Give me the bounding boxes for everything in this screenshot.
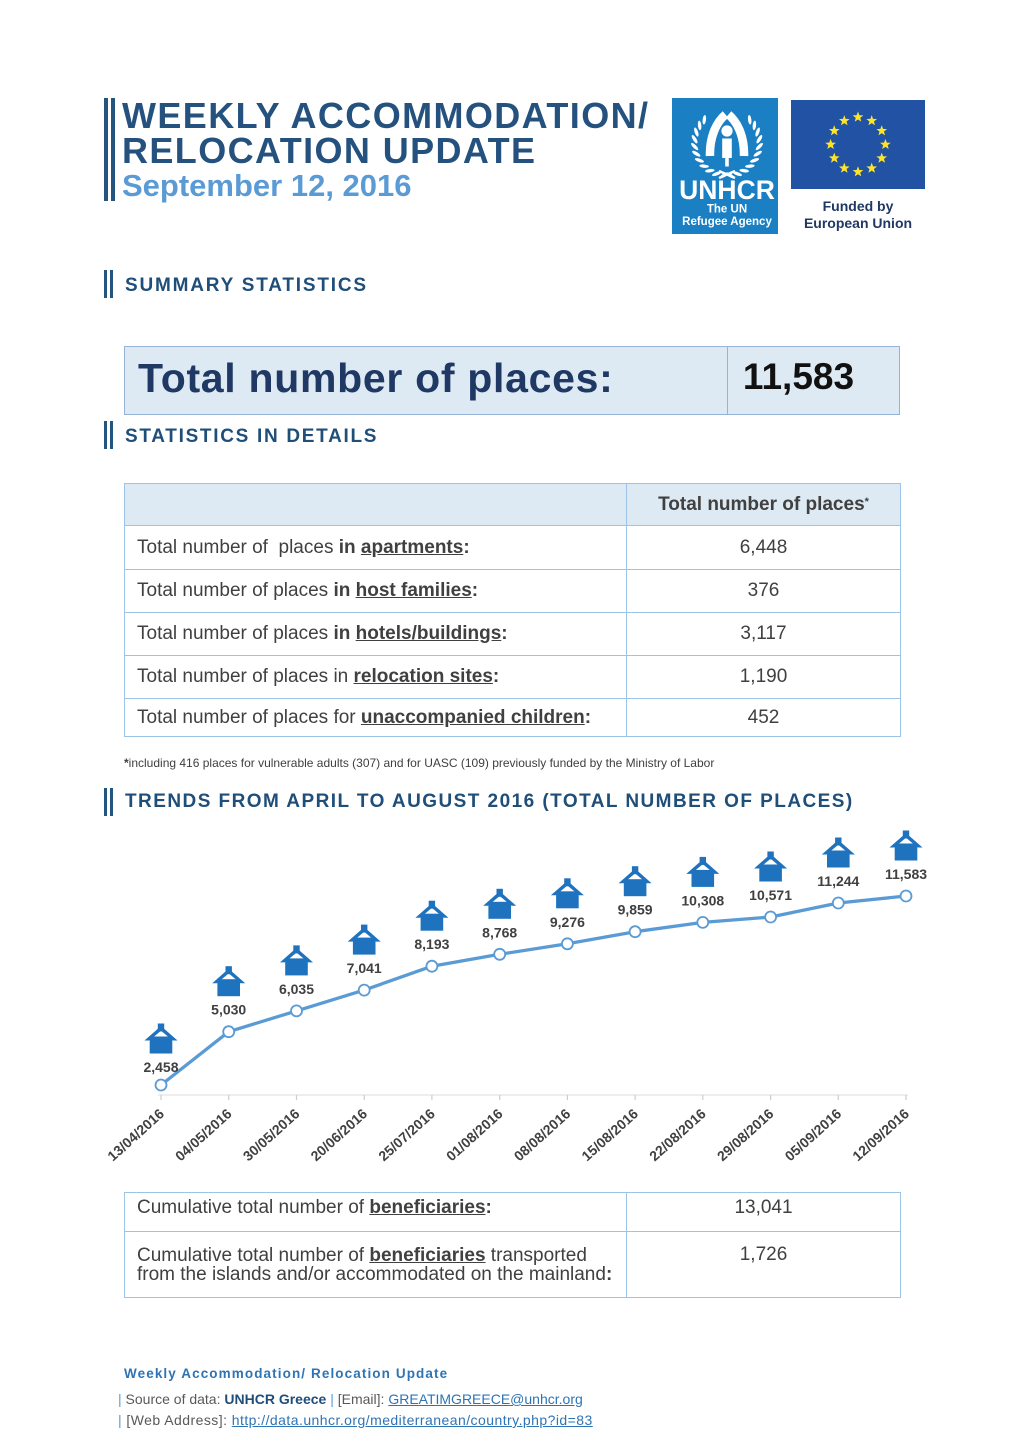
svg-text:29/08/2016: 29/08/2016	[714, 1105, 777, 1164]
svg-text:20/06/2016: 20/06/2016	[307, 1105, 370, 1164]
svg-text:10,308: 10,308	[681, 892, 724, 908]
svg-text:The UN: The UN	[707, 204, 747, 216]
svg-text:UNHCR: UNHCR	[679, 175, 775, 205]
svg-text:8,193: 8,193	[414, 936, 449, 952]
svg-text:04/05/2016: 04/05/2016	[172, 1105, 235, 1164]
svg-text:11,244: 11,244	[817, 873, 859, 889]
svg-text:30/05/2016: 30/05/2016	[240, 1105, 303, 1164]
svg-text:5,030: 5,030	[211, 1002, 246, 1018]
svg-text:2,458: 2,458	[143, 1059, 178, 1075]
svg-text:8,768: 8,768	[482, 924, 517, 940]
svg-text:Refugee Agency: Refugee Agency	[682, 216, 772, 228]
svg-text:15/08/2016: 15/08/2016	[578, 1105, 641, 1164]
svg-text:05/09/2016: 05/09/2016	[782, 1105, 845, 1164]
svg-text:08/08/2016: 08/08/2016	[511, 1105, 574, 1164]
svg-text:12/09/2016: 12/09/2016	[849, 1105, 912, 1164]
svg-text:13/04/2016: 13/04/2016	[104, 1105, 167, 1164]
svg-text:22/08/2016: 22/08/2016	[646, 1105, 709, 1164]
svg-text:9,859: 9,859	[618, 902, 653, 918]
svg-text:6,035: 6,035	[279, 981, 314, 997]
svg-text:9,276: 9,276	[550, 914, 585, 930]
svg-text:01/08/2016: 01/08/2016	[443, 1105, 506, 1164]
svg-text:10,571: 10,571	[749, 887, 792, 903]
svg-text:25/07/2016: 25/07/2016	[375, 1105, 438, 1164]
svg-text:7,041: 7,041	[347, 960, 382, 976]
svg-text:11,583: 11,583	[885, 866, 927, 882]
